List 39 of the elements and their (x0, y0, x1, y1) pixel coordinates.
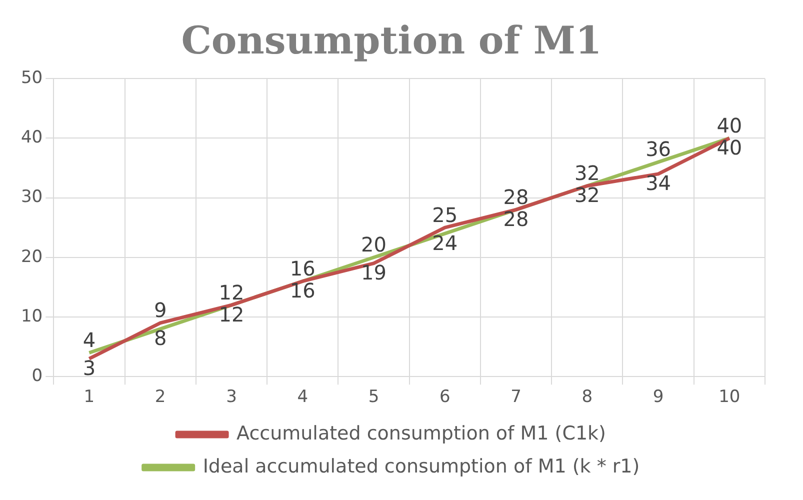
x-tick-label: 4 (297, 387, 308, 408)
data-label: 8 (154, 326, 167, 350)
y-tick-label: 40 (20, 128, 43, 148)
y-tick-label: 50 (20, 68, 43, 88)
y-tick-label: 30 (20, 187, 43, 208)
data-label: 24 (432, 230, 458, 255)
x-tick-label: 7 (510, 387, 522, 408)
data-label: 16 (290, 278, 316, 302)
x-tick-label: 9 (652, 387, 664, 408)
data-label: 28 (503, 184, 529, 209)
y-tick-label: 10 (20, 306, 43, 326)
data-label: 32 (574, 183, 600, 208)
data-label: 3 (82, 356, 96, 380)
chart-title: Consumption of M1 (181, 18, 602, 63)
data-label: 9 (154, 298, 167, 322)
legend-label: Ideal accumulated consumption of M1 (k * r1) (202, 455, 640, 478)
x-tick-label: 10 (718, 387, 740, 408)
data-label: 32 (574, 161, 600, 186)
data-label: 12 (218, 280, 244, 304)
y-tick-label: 0 (32, 366, 43, 386)
x-tick-label: 3 (226, 387, 237, 408)
x-tick-label: 8 (582, 387, 593, 408)
data-label: 4 (82, 328, 96, 352)
data-label: 40 (716, 135, 742, 160)
data-label: 25 (432, 202, 458, 227)
data-label: 28 (503, 206, 529, 231)
x-tick-label: 1 (84, 387, 95, 408)
x-tick-label: 5 (368, 387, 380, 408)
data-label: 20 (361, 232, 386, 257)
x-tick-label: 6 (439, 387, 450, 408)
data-label: 19 (361, 260, 386, 285)
data-label: 12 (218, 302, 244, 326)
data-label: 16 (290, 256, 316, 280)
data-label: 40 (716, 113, 742, 138)
x-tick-label: 2 (154, 387, 166, 408)
data-label: 36 (646, 137, 672, 162)
data-label: 34 (646, 171, 672, 196)
legend-label: Accumulated consumption of M1 (C1k) (236, 422, 606, 444)
y-tick-label: 20 (20, 246, 43, 267)
